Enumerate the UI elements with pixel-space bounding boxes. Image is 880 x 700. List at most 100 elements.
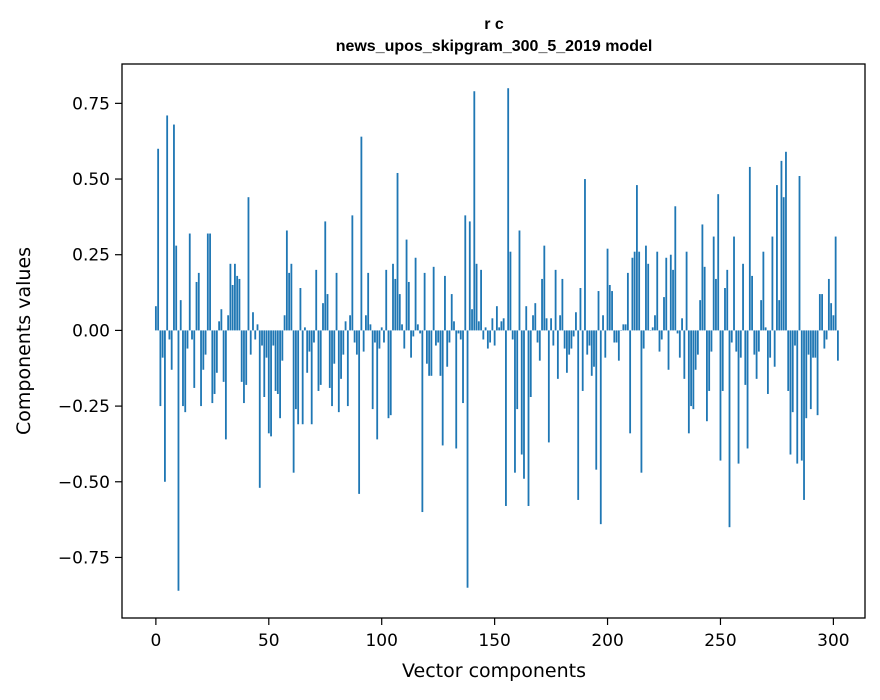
bar — [417, 324, 419, 330]
bar — [498, 327, 500, 330]
bar — [609, 285, 611, 330]
bar — [230, 264, 232, 331]
bar — [663, 297, 665, 330]
bar — [227, 315, 229, 330]
bar — [652, 327, 654, 330]
bar — [442, 330, 444, 445]
bar — [315, 270, 317, 331]
bar — [491, 318, 493, 330]
bar — [636, 185, 638, 330]
bar — [729, 330, 731, 527]
bar — [602, 315, 604, 330]
bar — [363, 330, 365, 351]
bar — [261, 330, 263, 345]
bar — [627, 273, 629, 331]
bar — [166, 115, 168, 330]
bar — [516, 330, 518, 409]
bar — [543, 246, 545, 331]
bar — [440, 330, 442, 375]
bar — [187, 330, 189, 348]
bar — [548, 330, 550, 442]
bar — [207, 234, 209, 331]
bar — [277, 330, 279, 394]
bar — [435, 330, 437, 345]
bar — [704, 267, 706, 331]
bar — [523, 330, 525, 478]
bar — [485, 327, 487, 330]
bar — [367, 273, 369, 331]
bar — [157, 149, 159, 331]
x-tick-label: 150 — [478, 631, 510, 651]
bar — [539, 330, 541, 360]
bar — [268, 330, 270, 433]
y-tick-label: −0.50 — [58, 473, 110, 493]
bar — [437, 330, 439, 342]
bar — [749, 167, 751, 330]
bar — [528, 330, 530, 506]
bar — [347, 330, 349, 406]
bar — [428, 330, 430, 375]
x-tick-label: 250 — [704, 631, 736, 651]
bar — [744, 330, 746, 384]
y-tick-label: −0.75 — [58, 548, 110, 568]
bar — [821, 294, 823, 330]
bar — [476, 264, 478, 331]
bar — [616, 330, 618, 342]
bar — [304, 327, 306, 330]
bar — [686, 252, 688, 331]
bar — [785, 152, 787, 331]
bar — [561, 279, 563, 330]
bar — [169, 330, 171, 339]
bar — [286, 231, 288, 331]
bar — [196, 282, 198, 330]
bar — [198, 273, 200, 331]
bar — [313, 330, 315, 342]
bar — [494, 330, 496, 345]
bar — [546, 318, 548, 330]
bar — [575, 312, 577, 330]
bar — [521, 330, 523, 454]
bar — [568, 330, 570, 354]
bar — [512, 330, 514, 339]
bar — [433, 267, 435, 331]
bar — [453, 321, 455, 330]
bar — [159, 330, 161, 406]
bar — [672, 270, 674, 331]
bar — [677, 330, 679, 333]
bar — [772, 237, 774, 331]
bar — [760, 300, 762, 330]
bar — [593, 330, 595, 366]
bar — [618, 330, 620, 360]
bar — [178, 330, 180, 590]
bar — [765, 327, 767, 330]
bar — [374, 330, 376, 342]
bar — [225, 330, 227, 439]
bar — [659, 330, 661, 351]
bar — [200, 330, 202, 406]
bar — [747, 330, 749, 448]
bar — [449, 330, 451, 342]
bar — [817, 330, 819, 415]
bar — [559, 315, 561, 330]
bar — [701, 224, 703, 330]
bar — [830, 303, 832, 330]
bar — [399, 294, 401, 330]
bar — [679, 330, 681, 357]
bar — [489, 330, 491, 342]
bar — [263, 330, 265, 397]
bar — [469, 221, 471, 330]
bar — [297, 330, 299, 424]
bar — [306, 330, 308, 372]
bar — [552, 330, 554, 345]
bar — [692, 330, 694, 409]
bar — [525, 306, 527, 330]
bar — [191, 330, 193, 339]
bar — [311, 330, 313, 424]
bar — [322, 303, 324, 330]
bar — [629, 330, 631, 433]
bar — [505, 330, 507, 506]
bar — [720, 330, 722, 460]
bar — [288, 273, 290, 331]
bar — [668, 330, 670, 369]
bar — [419, 330, 421, 333]
